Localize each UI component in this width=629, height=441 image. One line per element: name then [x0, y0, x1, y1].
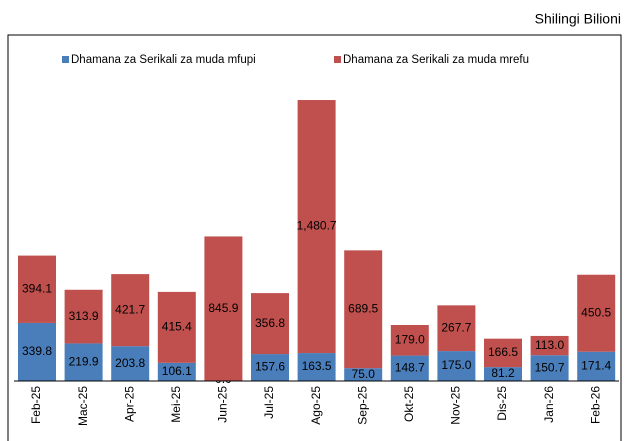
bar-segment: [251, 354, 289, 381]
x-tick-label: Dis-25: [495, 386, 509, 421]
frame: [7, 34, 622, 441]
data-label: 113.0: [535, 338, 564, 352]
data-label: 81.2: [491, 366, 515, 380]
x-tick-label: Ago-25: [309, 386, 323, 425]
x-tick-label: Mac-25: [76, 386, 90, 426]
data-label: 339.8: [22, 344, 52, 358]
data-label: 163.5: [302, 359, 332, 373]
data-label: 75.0: [352, 367, 376, 381]
data-label: 106.1: [162, 364, 192, 378]
bar-segment: [111, 274, 150, 347]
data-label: 450.5: [581, 305, 611, 319]
bar-segment: [297, 100, 336, 354]
bar-segment: [344, 250, 383, 369]
data-label: 157.6: [255, 360, 285, 374]
data-label: 166.5: [488, 345, 518, 359]
data-label: 421.7: [115, 302, 145, 316]
data-label: 394.1: [22, 281, 52, 295]
bar-segment: [577, 351, 616, 381]
data-label: 356.8: [255, 316, 285, 330]
bar-segment: [297, 353, 336, 381]
bar-segment: [437, 305, 476, 352]
data-label: 219.9: [69, 354, 99, 368]
bar-segment: [18, 322, 56, 381]
data-label: 845.9: [208, 301, 238, 315]
bar-segment: [157, 362, 196, 381]
data-label: 150.7: [535, 360, 565, 374]
legend-swatch: [62, 56, 69, 63]
bar-segment: [484, 338, 522, 368]
bar-segment: [530, 335, 569, 356]
bar-segment: [251, 293, 289, 355]
data-label: 415.4: [162, 320, 192, 334]
x-tick-label: Sep-25: [355, 386, 369, 425]
bar-segment: [344, 368, 383, 381]
x-tick-label: Feb-25: [29, 386, 43, 424]
x-tick-label: Feb-26: [588, 386, 602, 424]
x-tick-label: Jun-25: [216, 386, 230, 423]
data-label: 148.7: [395, 360, 425, 374]
data-label: 171.4: [581, 359, 611, 373]
x-tick-label: Okt-25: [402, 386, 416, 422]
chart-subtitle: Shilingi Bilioni: [535, 11, 621, 27]
x-tick-label: Jul-25: [262, 386, 276, 419]
x-tick-label: Apr-25: [122, 386, 136, 422]
bar-segment: [437, 351, 476, 381]
bar-segment: [530, 355, 569, 381]
bar-segment: [390, 355, 429, 381]
bar-segment: [111, 346, 150, 381]
legend-swatch: [334, 56, 341, 63]
data-label: 203.8: [115, 356, 145, 370]
bar-segment: [157, 291, 196, 363]
data-label: 313.9: [69, 309, 99, 323]
bar-segment: [64, 289, 103, 344]
bar-segment: [18, 255, 56, 323]
bar-segment: [577, 274, 616, 352]
legend-label: Dhamana za Serikali za muda mfupi: [71, 54, 256, 66]
bar-segment: [484, 367, 522, 381]
bar-segment: [64, 343, 103, 381]
legend-label: Dhamana za Serikali za muda mrefu: [343, 54, 529, 66]
data-label: 175.0: [441, 358, 471, 372]
x-tick-label: Jan-26: [542, 386, 556, 423]
data-label: 179.0: [395, 332, 425, 346]
data-label: 1,480.7: [297, 219, 337, 233]
x-tick-label: Nov-25: [449, 386, 463, 425]
data-label: 267.7: [441, 320, 471, 334]
data-label: 689.5: [348, 301, 378, 315]
bar-segment: [390, 324, 429, 356]
x-tick-label: Mei-25: [169, 386, 183, 423]
bar-segment: [204, 236, 243, 381]
